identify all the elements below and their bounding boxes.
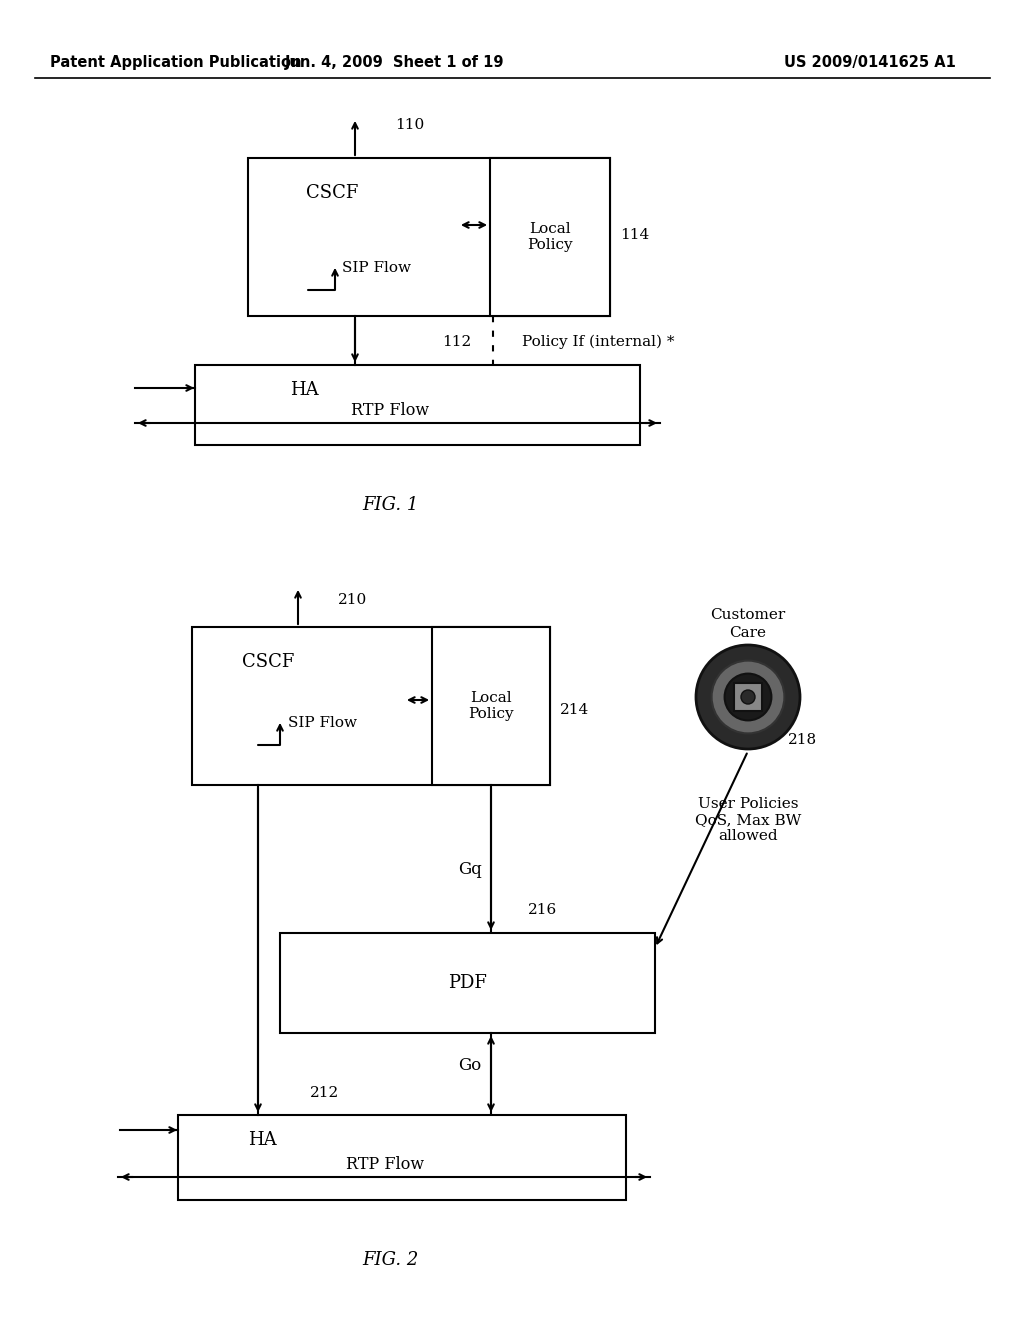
Text: Local
Policy: Local Policy bbox=[527, 222, 572, 252]
Text: HA: HA bbox=[290, 381, 318, 399]
Text: 210: 210 bbox=[338, 593, 368, 607]
Text: Jun. 4, 2009  Sheet 1 of 19: Jun. 4, 2009 Sheet 1 of 19 bbox=[286, 54, 505, 70]
Text: Patent Application Publication: Patent Application Publication bbox=[50, 54, 301, 70]
Text: SIP Flow: SIP Flow bbox=[342, 261, 411, 275]
Text: PDF: PDF bbox=[449, 974, 487, 993]
Text: 218: 218 bbox=[788, 733, 817, 747]
Text: US 2009/0141625 A1: US 2009/0141625 A1 bbox=[784, 54, 956, 70]
Bar bbox=[193, 627, 550, 785]
Text: 212: 212 bbox=[310, 1086, 339, 1100]
Text: Gq: Gq bbox=[458, 862, 481, 879]
Text: FIG. 1: FIG. 1 bbox=[361, 496, 418, 513]
Circle shape bbox=[741, 690, 755, 704]
Circle shape bbox=[696, 645, 800, 748]
Text: SIP Flow: SIP Flow bbox=[288, 715, 357, 730]
Bar bbox=[490, 158, 610, 315]
Text: CSCF: CSCF bbox=[242, 653, 294, 671]
Bar bbox=[432, 627, 550, 785]
Text: 110: 110 bbox=[395, 117, 424, 132]
Text: Policy If (internal) *: Policy If (internal) * bbox=[522, 335, 675, 350]
Text: Care: Care bbox=[729, 626, 767, 640]
Text: CSCF: CSCF bbox=[306, 183, 358, 202]
Bar bbox=[195, 366, 640, 445]
Text: 112: 112 bbox=[442, 335, 471, 348]
Text: Customer: Customer bbox=[711, 609, 785, 622]
Bar bbox=[280, 933, 655, 1034]
Circle shape bbox=[712, 660, 784, 734]
Circle shape bbox=[725, 673, 771, 721]
Text: HA: HA bbox=[248, 1131, 276, 1148]
Bar bbox=[248, 158, 610, 315]
Text: Local
Policy: Local Policy bbox=[468, 690, 514, 721]
Text: 114: 114 bbox=[620, 228, 649, 242]
Text: 216: 216 bbox=[528, 903, 557, 917]
Text: 214: 214 bbox=[560, 704, 589, 717]
Text: FIG. 2: FIG. 2 bbox=[361, 1251, 418, 1269]
Text: User Policies
QoS, Max BW
allowed: User Policies QoS, Max BW allowed bbox=[695, 797, 801, 843]
Text: RTP Flow: RTP Flow bbox=[351, 403, 429, 418]
Bar bbox=[734, 682, 762, 711]
Text: RTP Flow: RTP Flow bbox=[346, 1156, 424, 1173]
Bar bbox=[178, 1115, 626, 1200]
Text: Go: Go bbox=[458, 1056, 481, 1073]
